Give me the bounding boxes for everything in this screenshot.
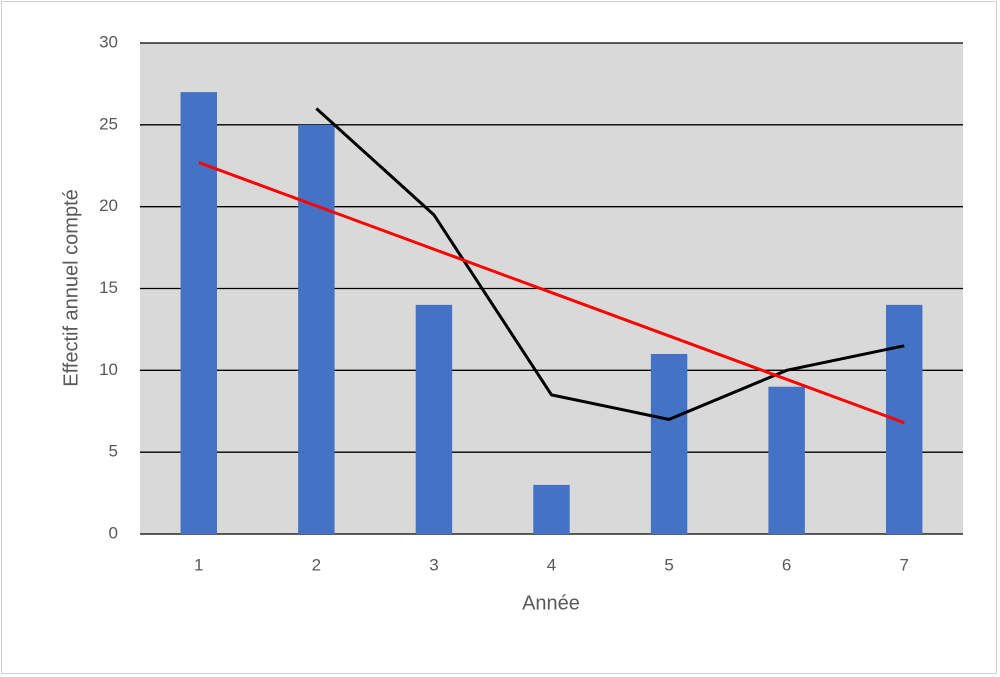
y-tick-label: 20 [99, 196, 118, 215]
bar [415, 304, 453, 534]
bar [533, 484, 570, 534]
line [198, 161, 905, 425]
x-tick-label: 5 [664, 555, 673, 574]
y-tick-label: 5 [109, 442, 118, 461]
y-tick-label: 30 [99, 32, 118, 51]
bar [180, 92, 218, 534]
x-tick-label: 6 [782, 555, 791, 574]
x-axis-title: Année [522, 592, 580, 614]
x-tick-label: 3 [429, 555, 438, 574]
line [315, 107, 905, 421]
y-tick-label: 15 [99, 278, 118, 297]
bar [768, 386, 805, 534]
bar [650, 353, 688, 534]
y-tick-label: 10 [99, 360, 118, 379]
x-tick-label: 2 [312, 555, 321, 574]
y-tick-label: 25 [99, 114, 118, 133]
y-tick-label: 0 [109, 523, 118, 542]
x-tick-label: 4 [547, 555, 556, 574]
x-tick-label: 7 [899, 555, 908, 574]
x-tick-label: 1 [194, 555, 203, 574]
bar [298, 124, 335, 534]
y-axis-title: Effectif annuel compté [60, 189, 82, 387]
